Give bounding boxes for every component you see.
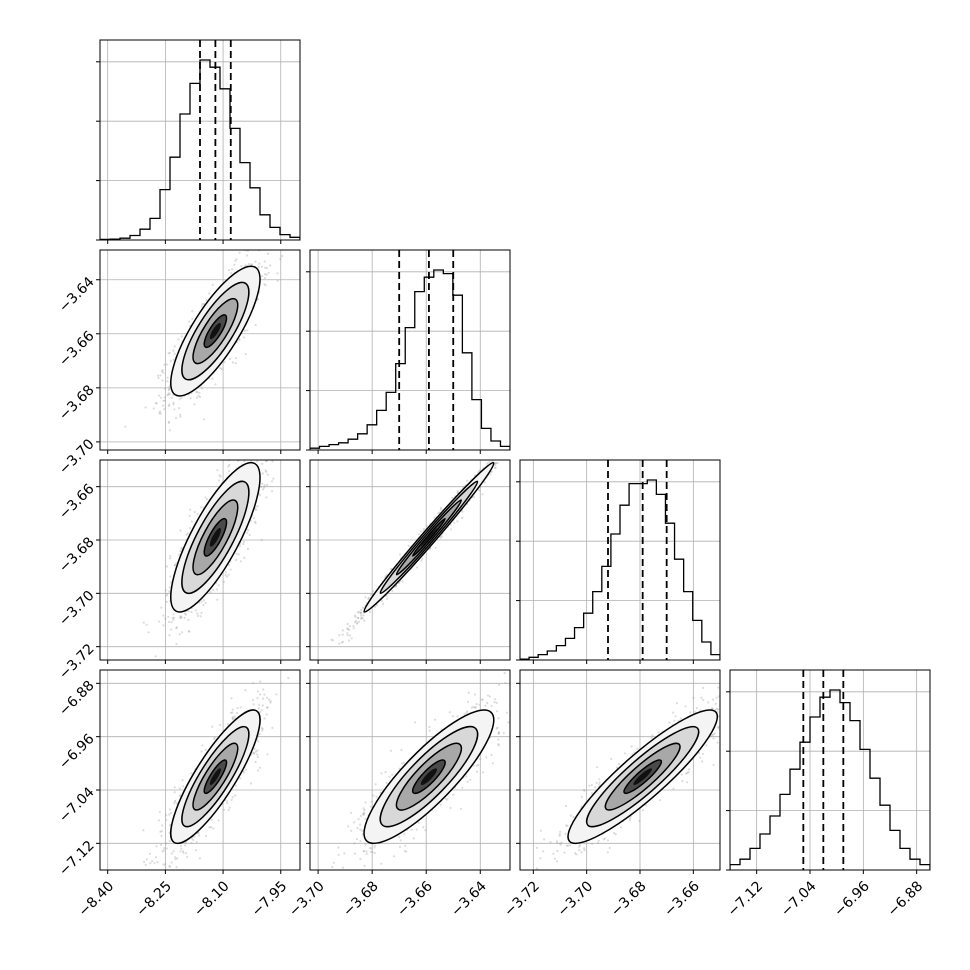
x-tick-label-0-2: −8.10 [191, 878, 233, 920]
panel-frame [99, 249, 301, 451]
contour-3 [203, 517, 228, 557]
panel-frame [99, 39, 301, 241]
hist-panel-2 [516, 459, 721, 664]
hist-panel-3 [726, 669, 931, 874]
contour-3 [203, 759, 228, 795]
contour-1 [181, 480, 250, 595]
contour-3 [203, 314, 228, 349]
hist-panel-0 [96, 39, 301, 244]
y-tick-label-3-2: −6.96 [56, 731, 98, 773]
contour-2 [395, 499, 463, 576]
contour-0 [170, 461, 261, 613]
contour-0 [170, 265, 261, 397]
x-tick-label-0-3: −7.95 [249, 878, 291, 920]
contour-0 [363, 461, 495, 613]
panel-frame [729, 669, 931, 871]
panel-frame [99, 669, 301, 871]
contour-2 [395, 742, 463, 811]
x-tick-label-1-1: −3.68 [340, 878, 382, 920]
panel-frame [519, 669, 721, 871]
y-tick-label-1-1: −3.68 [56, 382, 98, 424]
y-tick-label-1-0: −3.70 [56, 436, 98, 478]
density-level-4 [209, 768, 221, 785]
panel-frame [99, 459, 301, 661]
scatter-panel-2-0 [96, 459, 301, 664]
histogram-1 [310, 269, 510, 450]
scatter-panel-3-1 [306, 669, 511, 874]
contour-2 [604, 742, 681, 811]
contour-2 [192, 742, 239, 811]
x-tick-label-3-2: −6.96 [831, 878, 873, 920]
y-tick-label-3-1: −7.04 [56, 784, 98, 826]
y-tick-label-2-2: −3.68 [56, 534, 98, 576]
scatter-panel-2-1 [306, 459, 511, 664]
x-tick-label-2-3: −3.66 [661, 878, 703, 920]
y-tick-label-3-0: −7.12 [56, 838, 98, 880]
x-tick-label-1-0: −3.70 [286, 878, 328, 920]
x-tick-label-2-1: −3.70 [555, 878, 597, 920]
x-tick-label-2-0: −3.72 [501, 878, 543, 920]
panel-frame [519, 459, 721, 661]
y-tick-label-3-3: −6.88 [56, 678, 98, 720]
histogram-2 [520, 479, 720, 660]
y-tick-label-2-0: −3.72 [56, 641, 98, 683]
hist-panel-1 [306, 249, 511, 454]
contour-1 [585, 725, 700, 828]
density-level-4 [420, 768, 438, 785]
x-tick-label-1-3: −3.64 [448, 878, 490, 920]
panel-frame [309, 459, 511, 661]
contour-3 [623, 759, 663, 795]
scatter-panel-3-0 [96, 669, 301, 874]
x-tick-label-3-3: −6.88 [885, 878, 927, 920]
density-level-4 [420, 528, 438, 547]
x-tick-label-2-2: −3.68 [608, 878, 650, 920]
density-level-4 [633, 768, 653, 785]
x-tick-label-1-2: −3.66 [394, 878, 436, 920]
scatter-panel-3-2 [516, 669, 721, 874]
y-tick-label-1-3: −3.64 [56, 274, 98, 316]
contour-1 [181, 725, 250, 828]
histogram-0 [100, 59, 300, 240]
panel-frame [309, 249, 511, 451]
y-tick-label-2-1: −3.70 [56, 588, 98, 630]
contour-2 [192, 499, 239, 576]
panel-frame [309, 669, 511, 871]
x-tick-label-3-0: −7.12 [725, 878, 767, 920]
contour-1 [379, 480, 479, 595]
contour-0 [363, 709, 495, 845]
scatter-panel-1-0 [96, 249, 301, 454]
contour-0 [567, 709, 719, 845]
x-tick-label-0-1: −8.25 [133, 878, 175, 920]
x-tick-label-0-0: −8.40 [76, 878, 118, 920]
contour-3 [411, 517, 446, 557]
contour-2 [192, 297, 239, 365]
y-tick-label-2-3: −3.66 [56, 481, 98, 523]
y-tick-label-1-2: −3.66 [56, 328, 98, 370]
contour-0 [170, 709, 261, 845]
histogram-3 [730, 689, 930, 870]
density-level-4 [209, 528, 221, 547]
contour-3 [411, 759, 446, 795]
density-level-4 [209, 322, 221, 340]
contour-1 [379, 725, 479, 828]
x-tick-label-3-1: −7.04 [778, 878, 820, 920]
contour-1 [181, 281, 250, 381]
